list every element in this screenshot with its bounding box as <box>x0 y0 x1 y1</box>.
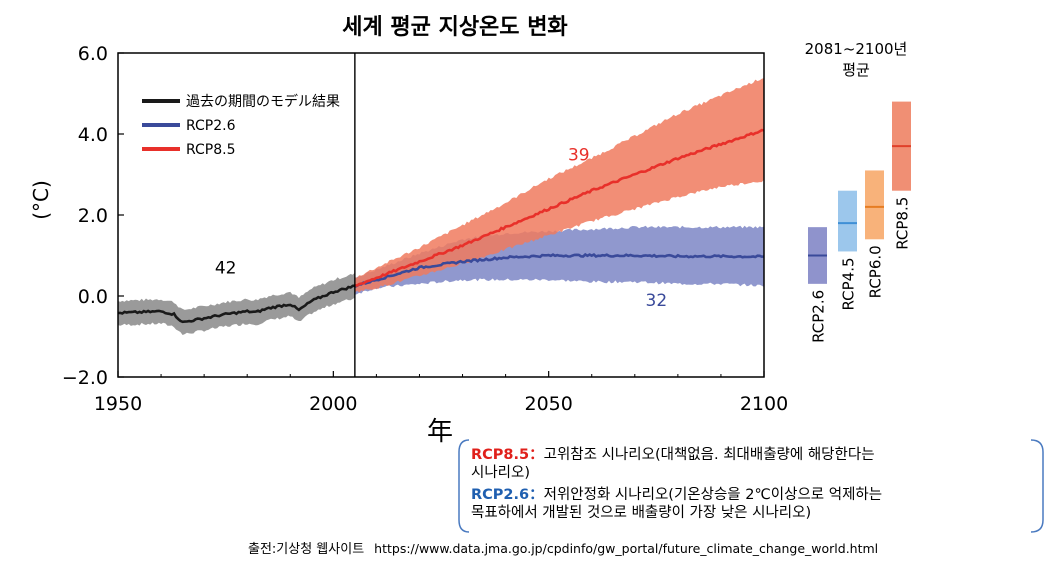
x-tick-label: 2000 <box>309 393 357 415</box>
scenario-note-box: RCP8.5：고위참조 시나리오(대책없음. 최대배출량에 해당한다는 시나리오… <box>457 436 1045 536</box>
annotation-1: 39 <box>568 145 590 165</box>
chart-title: 세계 평균 지상온도 변화 <box>342 15 567 40</box>
x-axis-label: 年 <box>427 417 453 447</box>
y-tick-label: −2.0 <box>62 367 108 389</box>
series-band-2 <box>354 78 764 293</box>
legend-label-2: RCP8.5 <box>186 142 236 158</box>
y-tick-label: 4.0 <box>78 124 108 146</box>
side-panel-title-line1: 2081~2100년 <box>805 40 908 58</box>
source-citation: 출전:기상청 웹사이트 https://www.data.jma.go.jp/cp… <box>248 538 878 557</box>
note-rcp85-line2: 시나리오) <box>471 465 531 481</box>
note-rcp26-text: 저위안정화 시나리오(기온상승을 2℃이상으로 억제하는 <box>543 487 883 503</box>
annotation-0: 42 <box>215 259 237 279</box>
series-line-0 <box>117 284 356 324</box>
note-bracket <box>458 439 1044 533</box>
side-bar-label-2: RCP6.0 <box>867 245 885 298</box>
series-line-2 <box>354 128 765 287</box>
note-rcp26-tag: RCP2.6： <box>471 487 544 503</box>
note-rcp85-tag: RCP8.5： <box>471 447 544 463</box>
legend-label-1: RCP2.6 <box>186 118 236 134</box>
side-bar-label-0: RCP2.6 <box>810 290 828 343</box>
side-bar-2 <box>865 170 884 240</box>
side-panel-title-line2: 평균 <box>842 61 870 79</box>
x-tick-label: 1950 <box>94 393 142 415</box>
note-rcp85-text: 고위참조 시나리오(대책없음. 최대배출량에 해당한다는 <box>543 447 875 463</box>
series-band-0 <box>118 272 355 335</box>
y-tick-label: 6.0 <box>78 43 108 65</box>
x-tick-label: 2050 <box>524 393 572 415</box>
annotation-2: 32 <box>646 291 668 311</box>
note-rcp26-line1: RCP2.6：저위안정화 시나리오(기온상승을 2℃이상으로 억제하는 <box>471 486 882 504</box>
y-tick-label: 0.0 <box>78 286 108 308</box>
note-rcp26-line2: 목표하에서 개발된 것으로 배출량이 가장 낮은 시나리오) <box>471 505 812 521</box>
y-axis-label: (°C) <box>29 180 53 220</box>
side-bar-1 <box>838 190 857 252</box>
legend-label-0: 過去の期間のモデル結果 <box>186 93 340 110</box>
y-tick-label: 2.0 <box>78 205 108 227</box>
side-panel: RCP2.6 RCP4.5 RCP6.0 RCP8.5 <box>808 101 912 343</box>
series-line-1 <box>354 252 765 288</box>
plot-area: −2.0 0.0 2.0 4.0 6.0 1950 2000 2050 2100 過去の期間のモデ… <box>62 43 788 415</box>
source-url[interactable]: https://www.data.jma.go.jp/cpdinfo/gw_po… <box>374 541 879 556</box>
side-bar-label-1: RCP4.5 <box>840 257 858 310</box>
x-tick-label: 2100 <box>740 393 788 415</box>
note-rcp85-line1: RCP8.5：고위참조 시나리오(대책없음. 최대배출량에 해당한다는 <box>471 446 875 464</box>
side-bar-label-3: RCP8.5 <box>894 197 912 250</box>
source-label: 출전:기상청 웹사이트 <box>248 542 365 557</box>
